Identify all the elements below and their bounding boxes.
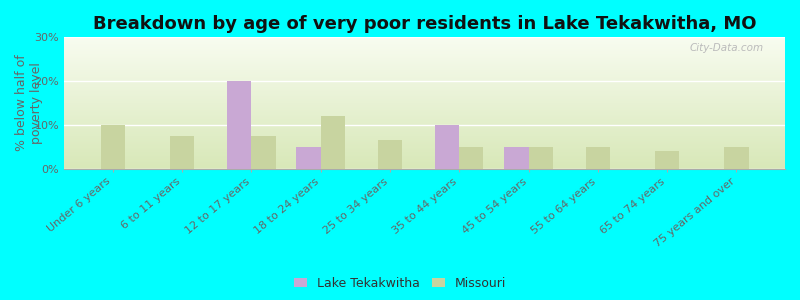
Bar [378,140,402,169]
Bar [101,125,125,169]
Bar [435,125,459,169]
Title: Breakdown by age of very poor residents in Lake Tekakwitha, MO: Breakdown by age of very poor residents … [93,15,756,33]
Bar [227,81,251,169]
Bar [586,147,610,169]
Bar [529,147,553,169]
Bar [504,147,529,169]
Bar [251,136,275,169]
Bar [170,136,194,169]
Bar [655,151,679,169]
Bar [459,147,483,169]
Text: City-Data.com: City-Data.com [690,43,763,52]
Legend: Lake Tekakwitha, Missouri: Lake Tekakwitha, Missouri [290,273,510,294]
Bar [296,147,321,169]
Bar [724,147,749,169]
Bar [321,116,345,169]
Y-axis label: % below half of
poverty level: % below half of poverty level [15,55,43,151]
